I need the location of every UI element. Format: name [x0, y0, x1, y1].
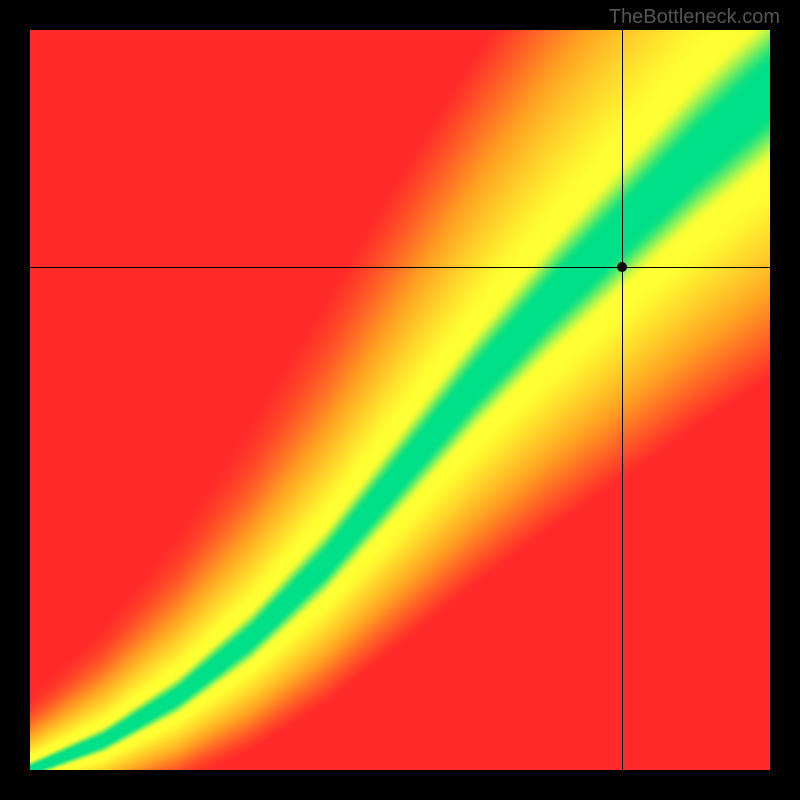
crosshair-vertical [622, 30, 623, 770]
watermark-text: TheBottleneck.com [609, 6, 780, 29]
crosshair-marker [617, 262, 627, 272]
crosshair-horizontal [30, 267, 770, 268]
chart-container: TheBottleneck.com [0, 0, 800, 800]
heatmap-canvas [30, 30, 770, 770]
plot-frame [30, 30, 770, 770]
